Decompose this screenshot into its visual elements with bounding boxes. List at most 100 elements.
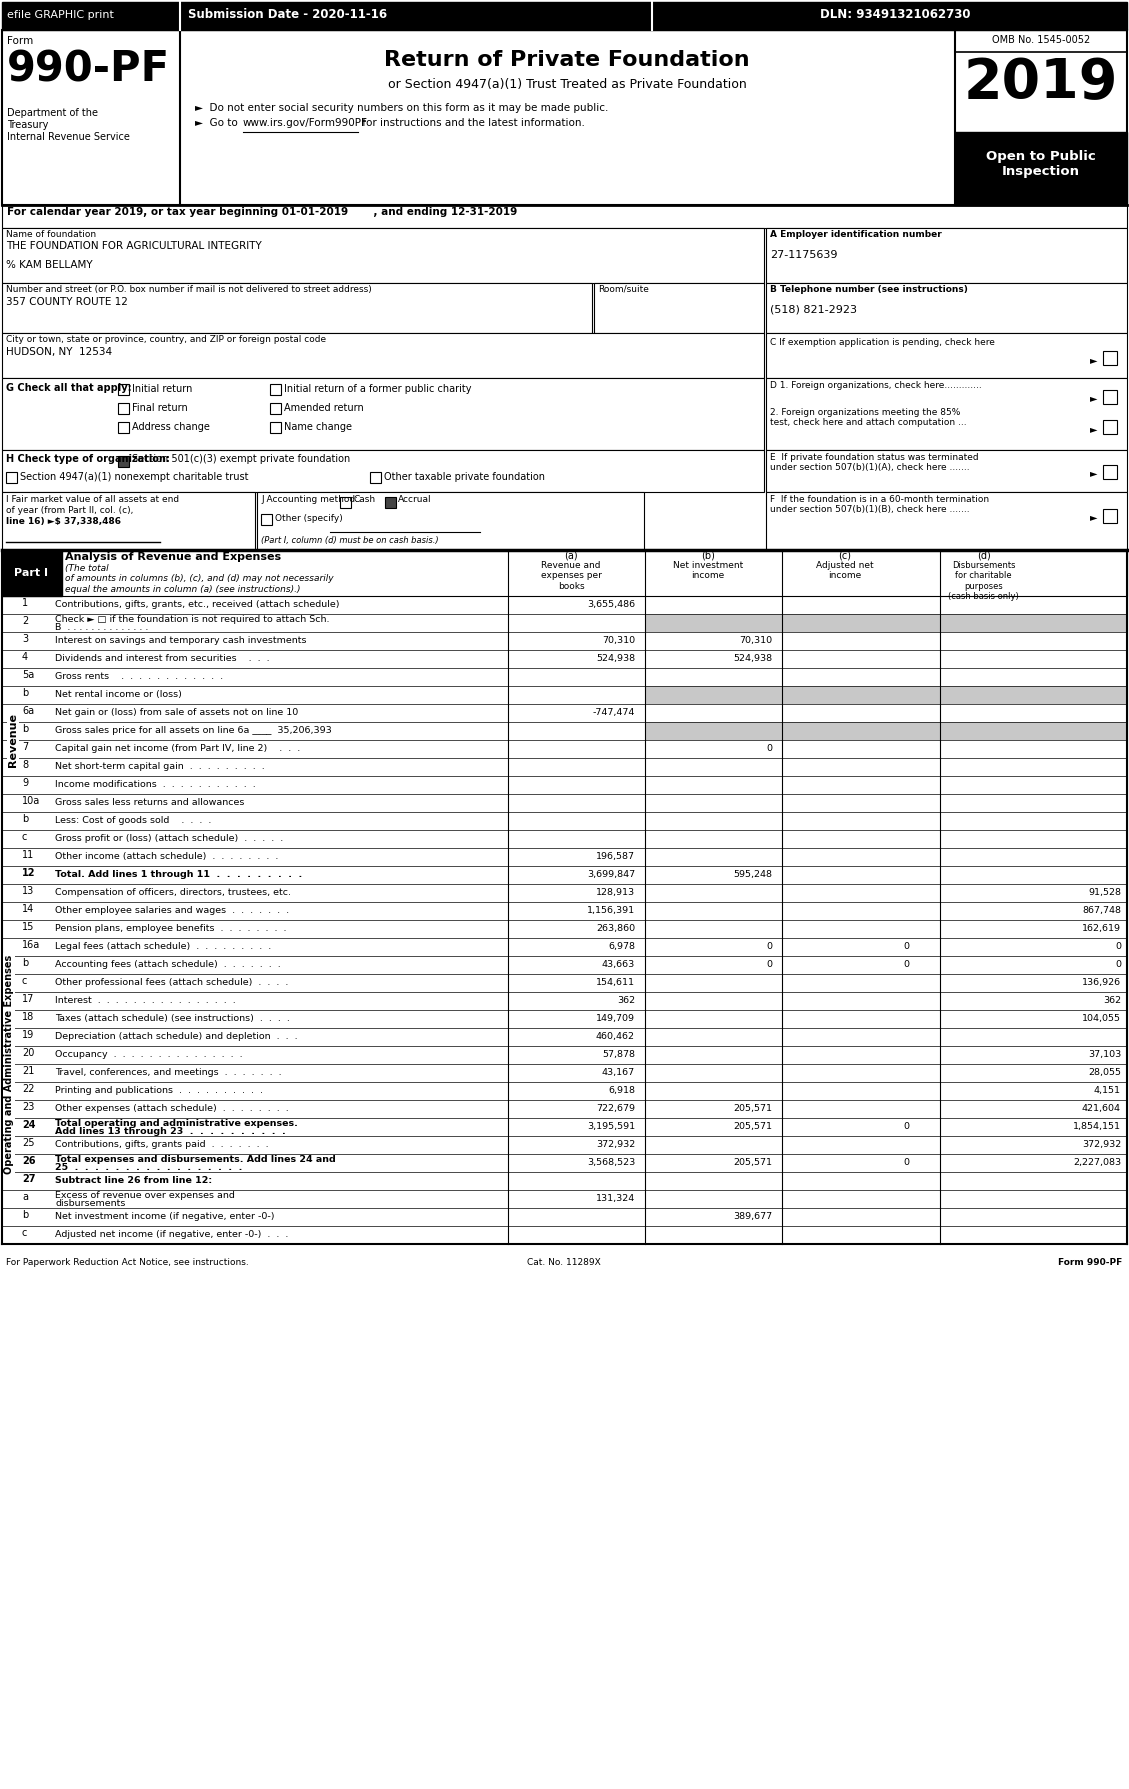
Text: (a): (a) [564,551,578,562]
Bar [955,132,1127,206]
Text: Pension plans, employee benefits  .  .  .  .  .  .  .  .: Pension plans, employee benefits . . . .… [55,923,287,934]
Text: Total operating and administrative expenses.: Total operating and administrative expen… [55,1118,298,1129]
Bar [2,632,1127,649]
Bar [119,385,129,395]
Text: 8: 8 [21,760,28,769]
Bar [2,227,764,283]
Bar [2,812,1127,830]
Text: 3,655,486: 3,655,486 [587,599,634,608]
Text: Return of Private Foundation: Return of Private Foundation [384,50,750,70]
Text: 24: 24 [21,1120,35,1131]
Text: Gross rents    .  .  .  .  .  .  .  .  .  .  .  .: Gross rents . . . . . . . . . . . . [55,673,224,682]
Text: Initial return of a former public charity: Initial return of a former public charit… [285,385,472,394]
Text: 1,156,391: 1,156,391 [587,905,634,914]
Bar [1103,510,1117,522]
Text: 25: 25 [21,1138,35,1149]
Text: 4,151: 4,151 [1094,1086,1121,1095]
Bar [2,451,764,492]
Bar [270,422,281,433]
Text: 18: 18 [21,1013,34,1022]
Bar [340,497,351,508]
Text: Subtract line 26 from line 12:: Subtract line 26 from line 12: [55,1175,212,1184]
Text: Other expenses (attach schedule)  .  .  .  .  .  .  .  .: Other expenses (attach schedule) . . . .… [55,1104,289,1113]
Text: Section 4947(a)(1) nonexempt charitable trust: Section 4947(a)(1) nonexempt charitable … [20,472,248,481]
Text: Part I: Part I [14,567,49,578]
Text: ►: ► [1089,394,1097,403]
Text: 136,926: 136,926 [1082,979,1121,988]
Text: For Paperwork Reduction Act Notice, see instructions.: For Paperwork Reduction Act Notice, see … [6,1258,248,1267]
Text: Accounting fees (attach schedule)  .  .  .  .  .  .  .: Accounting fees (attach schedule) . . . … [55,961,281,970]
Text: Adjusted net income (if negative, enter -0-)  .  .  .: Adjusted net income (if negative, enter … [55,1231,288,1240]
Bar [940,685,1127,705]
Text: B Telephone number (see instructions): B Telephone number (see instructions) [770,284,968,293]
Bar [782,723,940,741]
Text: b: b [21,725,28,733]
Text: Accrual: Accrual [399,496,431,504]
Text: c: c [21,1227,27,1238]
Text: Revenue and
expenses per
books: Revenue and expenses per books [541,562,602,590]
Text: 27: 27 [21,1174,35,1184]
Text: Cash: Cash [353,496,375,504]
Text: 2,227,083: 2,227,083 [1073,1157,1121,1166]
Text: Other (specify): Other (specify) [275,513,343,522]
Bar [645,614,782,632]
Text: 11: 11 [21,850,34,861]
Text: 43,663: 43,663 [602,961,634,970]
Text: Amended return: Amended return [285,403,364,413]
Bar [765,333,1127,377]
Bar [2,283,592,333]
Text: 128,913: 128,913 [596,887,634,896]
Bar [2,705,1127,723]
Text: 1: 1 [21,598,28,608]
Text: Occupancy  .  .  .  .  .  .  .  .  .  .  .  .  .  .  .: Occupancy . . . . . . . . . . . . . . . [55,1050,243,1059]
Bar [765,451,1127,492]
Text: 19: 19 [21,1030,34,1039]
Text: 372,932: 372,932 [1082,1140,1121,1149]
Bar [1103,465,1117,479]
Text: 27-1175639: 27-1175639 [770,250,838,259]
Text: 1,854,151: 1,854,151 [1073,1122,1121,1131]
Bar [2,1011,1127,1029]
Text: of year (from Part II, col. (c),: of year (from Part II, col. (c), [6,506,133,515]
Text: Contributions, gifts, grants paid  .  .  .  .  .  .  .: Contributions, gifts, grants paid . . . … [55,1140,269,1149]
Text: Submission Date - 2020-11-16: Submission Date - 2020-11-16 [189,9,387,21]
Text: OMB No. 1545-0052: OMB No. 1545-0052 [992,36,1091,45]
Bar [2,759,1127,776]
Text: 595,248: 595,248 [733,869,772,878]
Text: 421,604: 421,604 [1082,1104,1121,1113]
Bar [2,973,1127,991]
Text: 5a: 5a [21,671,34,680]
Text: 0: 0 [765,943,772,952]
Text: 6a: 6a [21,707,34,716]
Text: 357 COUNTY ROUTE 12: 357 COUNTY ROUTE 12 [6,297,128,308]
Text: ►: ► [1089,354,1097,365]
Bar [2,1064,1127,1082]
Bar [2,776,1127,794]
Bar [2,794,1127,812]
Text: 362: 362 [1103,996,1121,1005]
Text: (518) 821-2923: (518) 821-2923 [770,304,857,315]
Bar [2,30,1127,206]
Text: Room/suite: Room/suite [598,284,649,293]
Bar [765,283,1127,333]
Text: a: a [21,1191,28,1202]
Text: 23: 23 [21,1102,34,1113]
Text: 13: 13 [21,886,34,896]
Text: 205,571: 205,571 [733,1122,772,1131]
Text: 28,055: 28,055 [1088,1068,1121,1077]
Bar [2,1136,1127,1154]
Text: 0: 0 [1115,943,1121,952]
Text: Dividends and interest from securities    .  .  .: Dividends and interest from securities .… [55,655,270,664]
Bar [270,403,281,413]
Text: G Check all that apply:: G Check all that apply: [6,383,132,394]
Text: 3: 3 [21,633,28,644]
Text: 15: 15 [21,921,34,932]
Text: Internal Revenue Service: Internal Revenue Service [7,132,130,141]
Text: (d): (d) [977,551,990,562]
Text: 460,462: 460,462 [596,1032,634,1041]
Text: Gross sales less returns and allowances: Gross sales less returns and allowances [55,798,244,807]
Bar [2,902,1127,920]
Bar [119,403,129,413]
Bar [2,937,1127,955]
Text: Net investment income (if negative, enter -0-): Net investment income (if negative, ente… [55,1211,274,1222]
